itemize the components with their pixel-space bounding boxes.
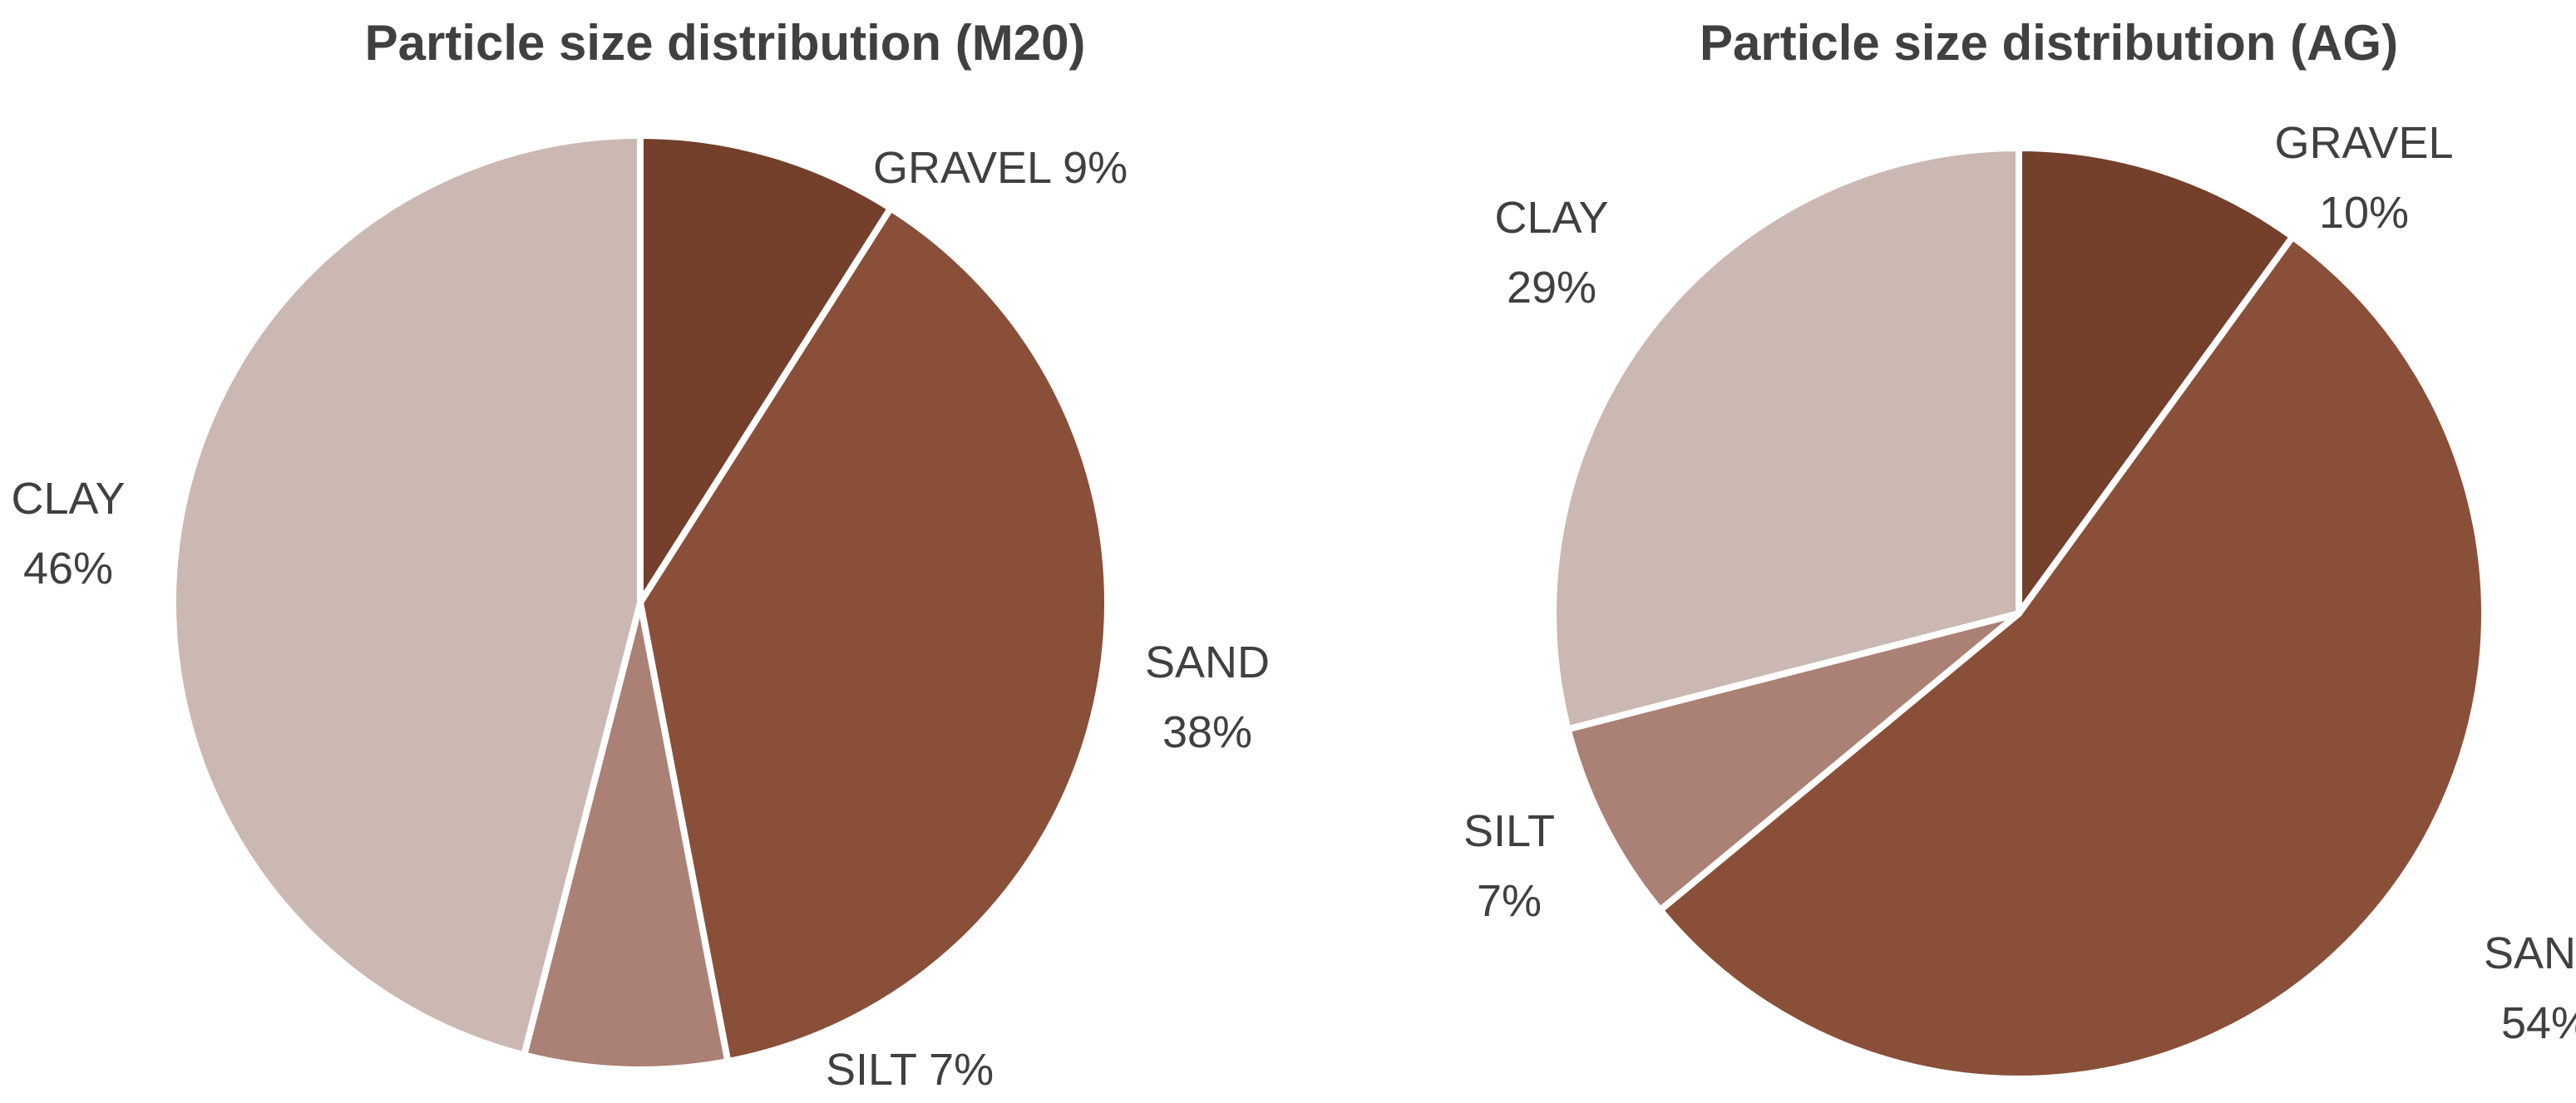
slice-value-text: 46% — [23, 544, 113, 593]
slice-value-text: 38% — [1162, 707, 1252, 757]
slice-label-text: CLAY — [1494, 193, 1608, 243]
slice-label-text: CLAY — [11, 474, 125, 524]
pie-slice-sand — [637, 204, 1111, 1066]
chart-title: Particle size distribution (M20) — [365, 15, 1086, 71]
data-label-gravel: GRAVEL 10% — [2274, 118, 2453, 238]
pie-slice-gravel — [637, 132, 895, 606]
data-label-sand: SAND 38% — [1145, 638, 1270, 757]
pie-slice-sand — [1656, 233, 2488, 1082]
slice-value-text: 7% — [929, 1045, 994, 1095]
slice-label-text: GRAVEL — [873, 143, 1063, 193]
data-label-silt: SILT 7% — [1463, 806, 1555, 926]
pie-slice-clay — [1550, 145, 2022, 733]
pie-chart-m20: Particle size distribution (M20) GRAVEL … — [11, 15, 1270, 1095]
data-label-sand: SAND 54% — [2484, 928, 2576, 1048]
data-label-silt: SILT 7% — [826, 1045, 994, 1095]
pie-slice-clay — [170, 132, 644, 1059]
slice-label-text: SILT — [1463, 806, 1555, 856]
data-label-gravel: GRAVEL 9% — [873, 143, 1128, 193]
pie-slice-silt — [521, 599, 732, 1073]
chart-title: Particle size distribution (AG) — [1700, 15, 2398, 71]
slice-label-text: SAND — [2484, 928, 2576, 978]
slice-label-text: GRAVEL — [2274, 118, 2453, 168]
slice-label-text: SAND — [1145, 638, 1270, 687]
pie-chart-ag: Particle size distribution (AG) GRAVEL 10… — [1463, 15, 2576, 1082]
slice-label-text: SILT — [826, 1045, 929, 1095]
slice-value-text: 54% — [2501, 998, 2576, 1048]
slice-value-text: 7% — [1477, 876, 1542, 926]
slice-value-text: 9% — [1063, 143, 1128, 193]
pie-slice-gravel — [2016, 145, 2297, 617]
data-label-clay: CLAY 29% — [1494, 193, 1608, 313]
slice-value-text: 10% — [2319, 188, 2409, 238]
data-label-clay: CLAY 46% — [11, 474, 125, 593]
pie-slice-silt — [1564, 610, 2022, 913]
slice-value-text: 29% — [1507, 263, 1596, 313]
